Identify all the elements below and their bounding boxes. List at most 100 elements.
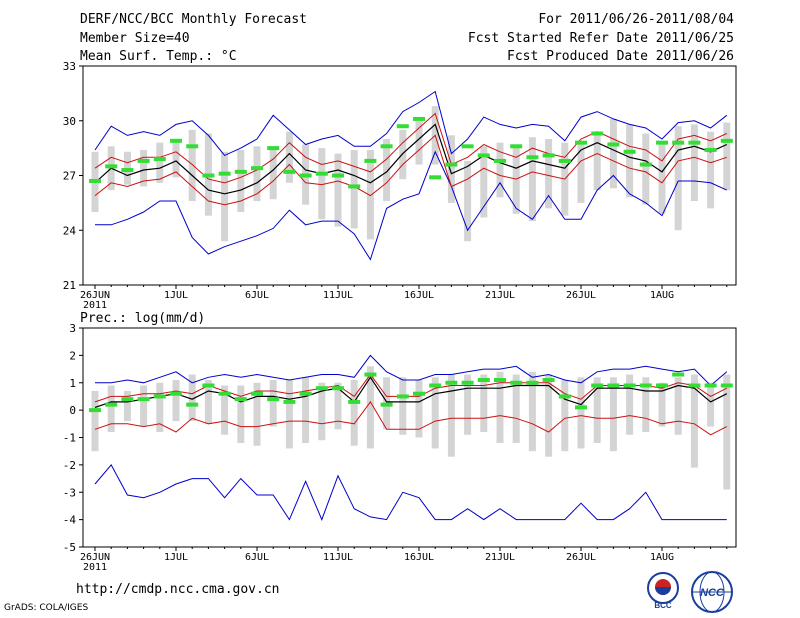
p1-median-marker <box>267 397 280 402</box>
p1-y-tick-label: -2 <box>63 459 76 472</box>
p0-x-tick-label: 1JUL <box>164 290 188 301</box>
p1-x-tick-label: 1AUG <box>650 552 674 563</box>
p0-max-line <box>94 90 728 157</box>
p1-median-marker <box>332 386 344 391</box>
p1-x-tick-label: 11JUL <box>323 552 353 563</box>
p0-spread-box <box>156 142 164 183</box>
p0-x-tick-label: 6JUL <box>245 290 269 301</box>
ncc-logo-text: NCC <box>700 587 725 599</box>
p1-y-tick-label: -1 <box>63 432 76 445</box>
p1-median-marker <box>688 383 701 388</box>
p1-x-tick-label: 16JUL <box>404 552 434 563</box>
p0-median-marker <box>445 162 458 167</box>
p1-median-marker <box>656 383 668 388</box>
p0-spread-box <box>383 139 391 202</box>
p0-y-tick-label: 24 <box>63 224 77 237</box>
p0-x-tick-label: 16JUL <box>404 290 434 301</box>
p1-spread-box <box>318 382 326 441</box>
p0-spread-box <box>253 146 261 202</box>
p1-median-marker <box>315 386 328 391</box>
p0-median-marker <box>299 173 312 178</box>
p0-spread-box <box>642 133 650 205</box>
p1-median-marker <box>202 383 215 388</box>
p1-spread-box <box>415 380 423 438</box>
p0-spread-box <box>269 146 277 200</box>
p0-median-marker <box>542 153 555 158</box>
p1-median-marker <box>672 372 685 377</box>
p1-median-marker <box>137 397 150 402</box>
p0-median-marker <box>364 158 377 163</box>
p0-x-tick-label: 26JUL <box>566 290 596 301</box>
bcc-logo: BCC <box>647 572 679 610</box>
p1-median-marker <box>445 380 458 385</box>
p0-median-marker <box>623 149 636 154</box>
p0-median-marker <box>315 171 328 176</box>
p0-x-tick-label: 2011 <box>83 300 107 311</box>
p1-median-marker <box>607 383 620 388</box>
bcc-logo-text: BCC <box>654 601 672 610</box>
p0-spread-box <box>318 148 326 220</box>
p0-median-marker <box>89 178 101 183</box>
p1-y-tick-label: -3 <box>63 486 76 499</box>
p0-x-tick-label: 26JUN <box>80 290 110 301</box>
member-size: Member Size=40 <box>80 31 190 46</box>
p0-lower-line <box>94 134 727 206</box>
p1-median-marker <box>591 383 604 388</box>
p0-spread-box <box>366 149 374 240</box>
p0-spread-box <box>447 135 455 203</box>
p0-median-marker <box>380 144 393 149</box>
p1-median-marker <box>153 394 166 399</box>
p0-x-tick-label: 1AUG <box>650 290 674 301</box>
p0-median-marker <box>396 124 409 129</box>
p1-y-tick-label: 1 <box>69 377 76 390</box>
p1-spread-box <box>593 377 601 443</box>
variable-label: Mean Surf. Temp.: °C <box>80 49 237 64</box>
p0-median-marker <box>591 131 604 136</box>
p1-spread-box <box>431 377 439 449</box>
p1-spread-box <box>707 382 715 427</box>
p0-median-marker <box>656 140 668 145</box>
p0-x-tick-label: 11JUL <box>323 290 353 301</box>
p0-median-marker <box>186 144 199 149</box>
p1-spread-box <box>447 374 455 457</box>
p1-x-tick-label: 1JUL <box>164 552 188 563</box>
p0-upper-line <box>94 112 728 184</box>
p1-median-marker <box>218 391 231 396</box>
source-url[interactable]: http://cmdp.ncc.cma.gov.cn <box>76 582 280 597</box>
p1-spread-box <box>302 377 310 443</box>
p1-y-tick-label: -4 <box>63 514 77 527</box>
p1-median-marker <box>526 380 539 385</box>
p1-spread-box <box>123 390 131 422</box>
p0-spread-box <box>609 118 617 189</box>
p1-spread-box <box>204 380 212 424</box>
p1-spread-box <box>528 371 536 452</box>
p0-median-marker <box>283 169 296 174</box>
p0-median-marker <box>332 173 344 178</box>
p0-median-marker <box>688 140 701 145</box>
p1-median-marker <box>429 383 442 388</box>
p1-median-marker <box>348 399 361 404</box>
p0-median-marker <box>461 144 474 149</box>
p0-spread-box <box>626 124 634 198</box>
p1-median-marker <box>186 402 199 407</box>
p1-median-marker <box>89 408 101 413</box>
p1-spread-box <box>399 377 407 435</box>
grads-credit: GrADS: COLA/IGES <box>4 603 89 613</box>
precip-variable-label: Prec.: log(mm/d) <box>80 311 206 326</box>
p1-median-marker <box>558 394 571 399</box>
p1-spread-box <box>140 385 148 427</box>
p1-spread-box <box>496 371 504 443</box>
p0-spread-box <box>464 160 472 242</box>
p1-median-marker <box>720 383 733 388</box>
p1-median-marker <box>413 391 425 396</box>
chart-title: DERF/NCC/BCC Monthly Forecast <box>80 12 307 27</box>
p0-y-tick-label: 33 <box>63 60 76 73</box>
p1-spread-box <box>285 380 293 449</box>
p1-x-tick-label: 26JUN <box>80 552 110 563</box>
p0-median-marker <box>413 116 425 121</box>
p0-spread-box <box>690 124 698 202</box>
p1-spread-box <box>658 382 666 427</box>
p1-spread-box <box>577 377 585 449</box>
p1-spread-box <box>188 374 196 422</box>
p0-median-marker <box>348 184 361 189</box>
